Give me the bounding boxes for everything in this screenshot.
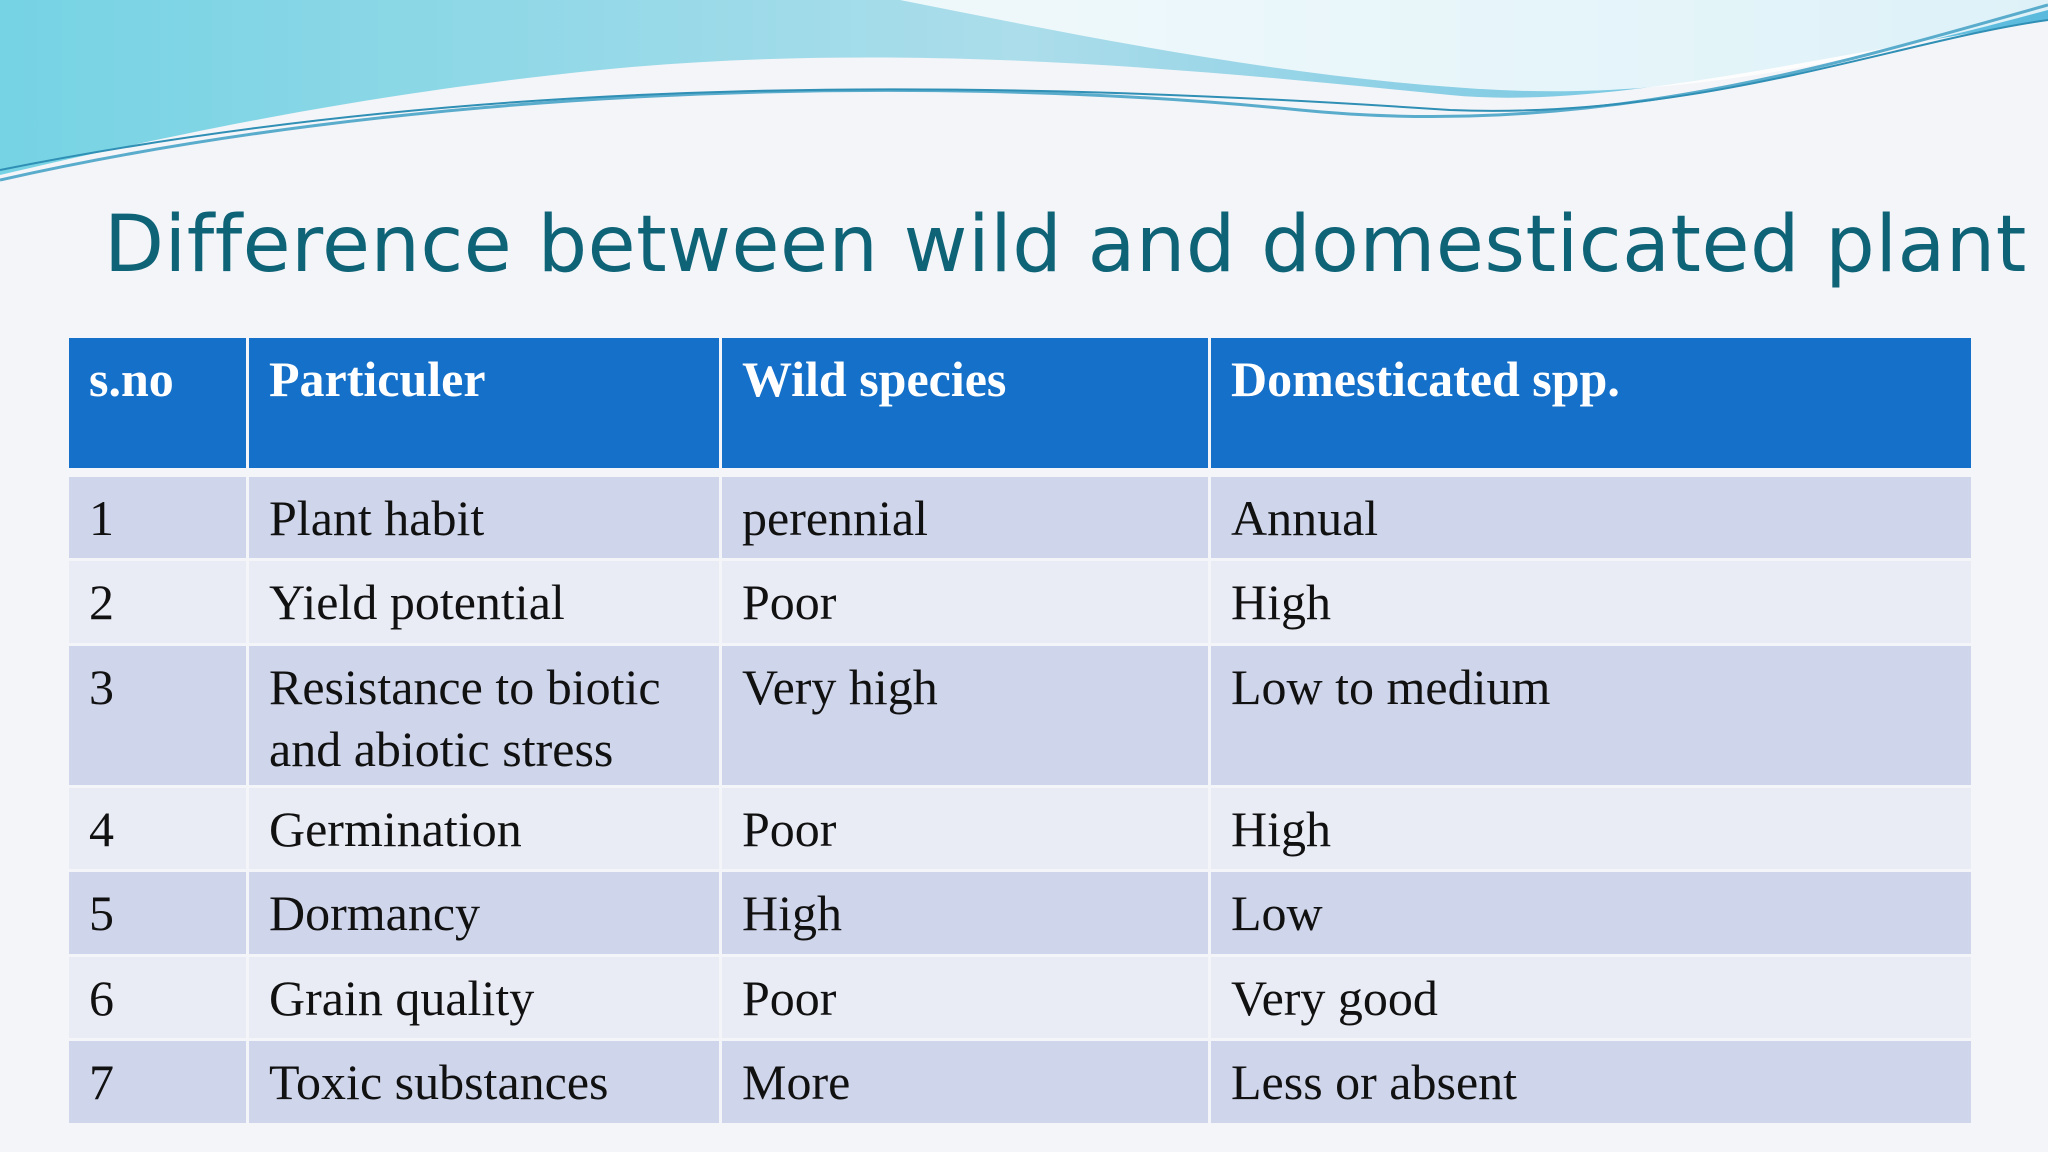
- table-cell: 5: [69, 872, 246, 954]
- spacer: [69, 471, 1971, 474]
- table-cell: Poor: [722, 788, 1208, 869]
- table-cell: Toxic substances: [249, 1041, 719, 1123]
- table-cell: More: [722, 1041, 1208, 1123]
- wave-line: [0, 19, 2048, 171]
- wave: [900, 0, 2048, 92]
- header-gap: [69, 471, 1971, 474]
- table-cell: Plant habit: [249, 477, 719, 558]
- table-cell: Less or absent: [1211, 1041, 1971, 1123]
- table-cell: 6: [69, 957, 246, 1038]
- table-cell: Poor: [722, 957, 1208, 1038]
- table-row: 1 Plant habit perennial Annual: [69, 477, 1971, 558]
- table-cell: Resistance to biotic and abiotic stress: [249, 646, 719, 785]
- table-cell: 7: [69, 1041, 246, 1123]
- table-cell: Very high: [722, 646, 1208, 785]
- table-cell: perennial: [722, 477, 1208, 558]
- table-cell: 3: [69, 646, 246, 785]
- wave-line: [0, 3, 2048, 182]
- table-row: 3 Resistance to biotic and abiotic stress…: [69, 646, 1971, 785]
- table-cell: Grain quality: [249, 957, 719, 1038]
- table-cell: Dormancy: [249, 872, 719, 954]
- table-cell: 4: [69, 788, 246, 869]
- comparison-table: s.no Particuler Wild species Domesticated s…: [66, 335, 1974, 1126]
- table-row: 2 Yield potential Poor High: [69, 561, 1971, 643]
- table-cell: High: [1211, 788, 1971, 869]
- table-cell: 2: [69, 561, 246, 643]
- table-cell: Low to medium: [1211, 646, 1971, 785]
- header-cell: Wild species: [722, 338, 1208, 468]
- table-row: 6 Grain quality Poor Very good: [69, 957, 1971, 1038]
- table-row: 7 Toxic substances More Less or absent: [69, 1041, 1971, 1123]
- header-cell: s.no: [69, 338, 246, 468]
- table-cell: Annual: [1211, 477, 1971, 558]
- table-row: 5 Dormancy High Low: [69, 872, 1971, 954]
- table-cell: Germination: [249, 788, 719, 869]
- table-cell: Yield potential: [249, 561, 719, 643]
- slide-title: Difference between wild and domesticated…: [104, 200, 2027, 290]
- header-cell: Domesticated spp.: [1211, 338, 1971, 468]
- table-cell: Very good: [1211, 957, 1971, 1038]
- table-body: 1 Plant habit perennial Annual 2 Yield potent…: [69, 471, 1971, 1123]
- table-cell: 1: [69, 477, 246, 558]
- table-cell: Low: [1211, 872, 1971, 954]
- table-cell: High: [1211, 561, 1971, 643]
- header-cell: Particuler: [249, 338, 719, 468]
- table-row: 4 Germination Poor High: [69, 788, 1971, 869]
- table-cell: Poor: [722, 561, 1208, 643]
- table-cell: High: [722, 872, 1208, 954]
- header-row: s.no Particuler Wild species Domesticated s…: [69, 338, 1971, 468]
